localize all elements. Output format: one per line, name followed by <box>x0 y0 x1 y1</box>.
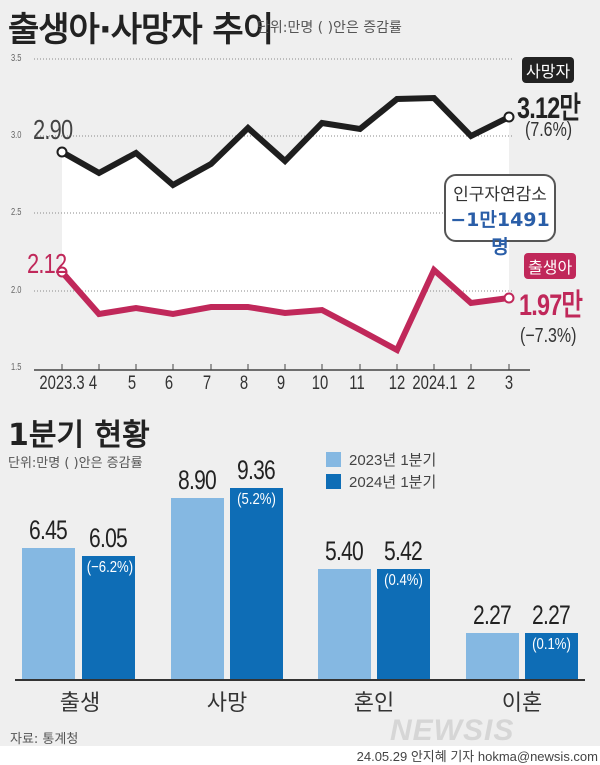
bar-2024-marriage: (0.4%) <box>377 569 430 679</box>
x-tick: 2 <box>466 373 476 394</box>
legend-item-2023: 2023년 1분기 <box>326 448 436 470</box>
x-tick: 4 <box>88 373 98 394</box>
source-note: 자료: 통계청 <box>10 732 79 747</box>
line-chart-title: 출생아·사망자 추이 <box>8 10 274 50</box>
bar-2024-divorce: (0.1%) <box>525 633 578 679</box>
bar-chart-unit: 단위:만명 ( )안은 증감률 <box>8 456 143 471</box>
y-tick: 3.0 <box>11 130 22 141</box>
legend-item-2024: 2024년 1분기 <box>326 470 436 492</box>
bar-value: 8.90 <box>178 465 217 495</box>
bar-2024-birth: (−6.2%) <box>82 556 135 679</box>
birth-start-label: 2.12 <box>27 248 67 279</box>
death-start-label: 2.90 <box>33 114 73 145</box>
footer-strip <box>0 746 600 765</box>
category-label: 사망 <box>206 691 248 716</box>
birth-end-marker <box>503 292 515 304</box>
y-tick: 1.5 <box>11 362 22 373</box>
x-tick: 12 <box>388 373 406 394</box>
death-badge: 사망자 <box>522 57 575 83</box>
birth-badge: 출생아 <box>524 253 577 279</box>
category-label: 출생 <box>59 691 101 716</box>
y-tick: 2.0 <box>11 285 22 296</box>
x-tick: 10 <box>311 373 329 394</box>
legend-swatch <box>326 451 341 467</box>
death-end-value: 3.12만 <box>517 92 581 125</box>
range-fill <box>62 98 509 350</box>
bar-2023-divorce <box>466 633 519 679</box>
bar-value: 2.27 <box>532 600 571 630</box>
callout-label: 인구자연감소 <box>453 185 547 205</box>
x-tick: 6 <box>164 373 174 394</box>
legend-label: 2023년 1분기 <box>349 451 437 469</box>
category-label: 혼인 <box>353 691 395 716</box>
credit-line: 24.05.29 안지혜 기자 hokma@newsis.com <box>356 749 598 764</box>
birth-start-marker <box>56 266 68 278</box>
bar-2023-marriage <box>318 569 371 679</box>
death-end-pct: (7.6%) <box>525 119 573 141</box>
x-tick: 2024.1 <box>412 373 458 394</box>
birth-line <box>59 265 510 355</box>
newsis-logo: NEWSIS <box>390 714 515 747</box>
bar-2024-death: (5.2%) <box>230 488 283 679</box>
bar-value: 2.27 <box>473 600 512 630</box>
birth-end-value: 1.97만 <box>519 289 583 322</box>
natural-decrease-callout: 인구자연감소 −1만1491명 <box>444 174 556 258</box>
death-line <box>60 94 511 189</box>
bar-plot: (−6.2%) (5.2%) (0.4%) (0.1%) <box>22 488 578 679</box>
bar-value: 6.05 <box>89 523 128 553</box>
bar-2023-birth <box>22 548 75 679</box>
callout-value: −1만1491명 <box>450 209 550 258</box>
x-tick: 2023.3 <box>39 373 85 394</box>
x-tick: 8 <box>239 373 249 394</box>
bar-pct: (5.2%) <box>237 491 276 508</box>
bar-2023-death <box>171 498 224 679</box>
bar-baseline <box>15 679 585 681</box>
x-tick: 7 <box>202 373 212 394</box>
x-tick: 5 <box>127 373 137 394</box>
bar-pct: (0.4%) <box>384 572 423 589</box>
bar-pct: (−6.2%) <box>86 559 134 576</box>
x-tick: 11 <box>349 373 365 394</box>
x-tick: 3 <box>504 373 514 394</box>
bar-value: 5.40 <box>325 536 364 566</box>
bar-legend: 2023년 1분기 2024년 1분기 <box>326 448 436 492</box>
bar-value: 5.42 <box>384 536 423 566</box>
legend-label: 2024년 1분기 <box>349 473 437 491</box>
y-tick: 3.5 <box>11 53 22 64</box>
bar-value: 9.36 <box>237 455 276 485</box>
death-end-marker <box>503 111 515 123</box>
bar-chart-title: 1분기 현황 <box>8 418 150 453</box>
x-tick: 9 <box>276 373 286 394</box>
line-chart-unit: 단위:만명 ( )안은 증감률 <box>257 20 402 36</box>
legend-swatch <box>326 473 341 489</box>
birth-end-pct: (−7.3%) <box>520 325 577 347</box>
x-ticks <box>61 364 510 370</box>
category-label: 이혼 <box>501 691 543 716</box>
line-chart-plot <box>34 58 530 371</box>
death-start-marker <box>56 146 68 158</box>
y-tick: 2.5 <box>11 207 22 218</box>
bar-value: 6.45 <box>29 515 68 545</box>
bar-pct: (0.1%) <box>532 636 571 653</box>
